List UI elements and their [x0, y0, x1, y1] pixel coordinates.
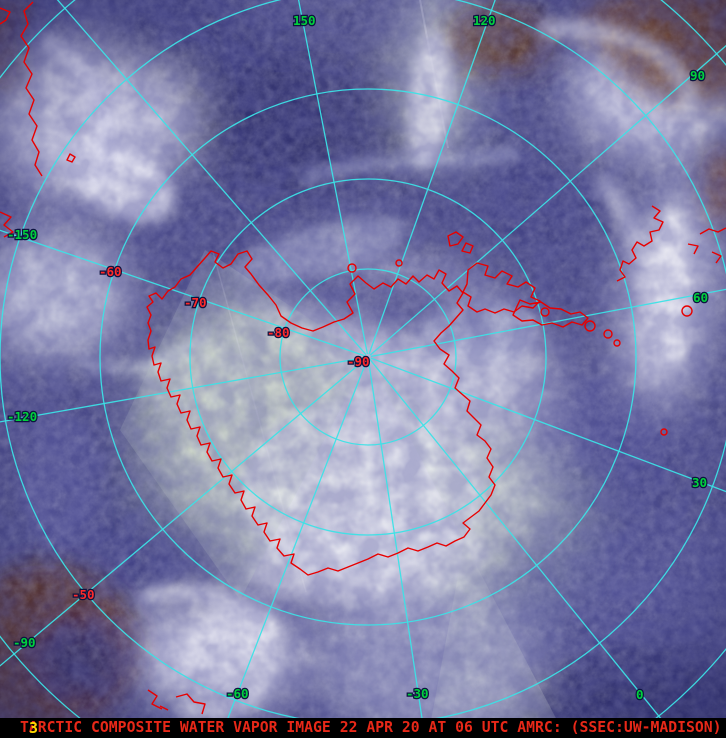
island-ring [681, 305, 693, 317]
meridian-line [56, 0, 367, 356]
island-ring [584, 320, 596, 332]
meridian-line [369, 358, 678, 738]
longitude-label: 60 [693, 290, 708, 305]
label-layer: 150 120 90 60 30 0 -30 -60 -90 -120 -150 -50 -60 -70 -… [6, 12, 710, 704]
meridian-line [219, 359, 368, 738]
longitude-label: -60 [226, 686, 249, 701]
longitude-label: -90 [13, 635, 36, 650]
latitude-circle [99, 88, 637, 626]
caption-bar: TARCTIC COMPOSITE WATER VAPOR IMAGE 22 A… [0, 718, 726, 738]
longitude-label: -120 [7, 409, 37, 424]
longitude-label: 120 [473, 13, 496, 28]
antarctica-mainland [146, 250, 496, 576]
island-ring [660, 428, 668, 436]
station-marker-3: 3 [29, 719, 39, 737]
south-america [0, 1, 76, 238]
longitude-label: 90 [690, 68, 705, 83]
east-islands [447, 231, 589, 328]
latitude-circle [189, 178, 547, 536]
latitude-label: -90 [347, 354, 370, 369]
latitude-circle [279, 268, 457, 446]
island-ring [347, 263, 357, 273]
longitude-label: -150 [7, 227, 37, 242]
island-ring [395, 259, 403, 267]
longitude-label: -30 [406, 686, 429, 701]
meridian-line [297, 0, 369, 355]
meridian-line [369, 44, 726, 356]
latitude-label: -70 [184, 295, 207, 310]
longitude-label: 0 [636, 687, 644, 702]
longitude-label: 30 [692, 475, 707, 490]
latitude-label: -50 [72, 587, 95, 602]
meridian-line [0, 358, 367, 667]
meridian-line [370, 288, 726, 358]
latitude-label: -60 [99, 264, 122, 279]
meridian-line [367, 359, 426, 738]
meridian-line [0, 356, 366, 423]
right-island-chain [616, 205, 726, 282]
island-ring [540, 307, 550, 317]
caption-text: TARCTIC COMPOSITE WATER VAPOR IMAGE 22 A… [20, 719, 722, 736]
meridian-line [368, 0, 496, 355]
meridian-line [0, 229, 366, 357]
coastline-layer [0, 1, 726, 715]
meridian-line [370, 357, 726, 493]
longitude-label: 150 [293, 13, 316, 28]
bottom-fragments [147, 689, 206, 715]
island-ring [603, 329, 613, 339]
island-ring [613, 339, 621, 347]
latitude-label: -80 [267, 325, 290, 340]
